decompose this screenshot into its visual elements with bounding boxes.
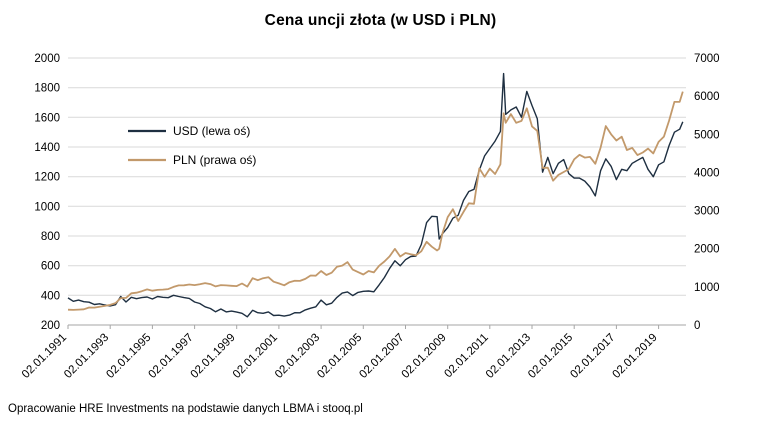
gold-price-chart: 200 400 600 800 1000 1200 1400 1600 1800 2000 0 100… — [20, 53, 720, 381]
svg-text:1600: 1600 — [34, 112, 60, 124]
svg-text:02.01.1991: 02.01.1991 — [20, 332, 69, 381]
svg-text:1800: 1800 — [34, 83, 60, 95]
svg-text:1400: 1400 — [34, 142, 60, 154]
svg-text:02.01.2017: 02.01.2017 — [568, 332, 617, 381]
x-axis-labels: 02.01.199102.01.199302.01.199502.01.1997… — [20, 325, 660, 381]
svg-text:02.01.2019: 02.01.2019 — [611, 332, 660, 381]
grid-lines — [68, 57, 686, 326]
svg-text:02.01.1999: 02.01.1999 — [189, 332, 238, 381]
svg-text:02.01.1997: 02.01.1997 — [147, 332, 196, 381]
svg-text:600: 600 — [41, 261, 60, 273]
svg-text:5000: 5000 — [694, 129, 720, 141]
svg-text:3000: 3000 — [694, 206, 720, 218]
svg-text:02.01.1995: 02.01.1995 — [104, 332, 153, 381]
svg-text:0: 0 — [694, 320, 700, 332]
svg-text:200: 200 — [41, 320, 60, 332]
svg-text:02.01.2003: 02.01.2003 — [273, 332, 322, 381]
svg-text:02.01.2001: 02.01.2001 — [231, 332, 280, 381]
svg-text:02.01.2013: 02.01.2013 — [484, 332, 533, 381]
svg-text:02.01.1993: 02.01.1993 — [62, 332, 111, 381]
svg-text:02.01.2015: 02.01.2015 — [526, 332, 575, 381]
chart-title: Cena uncji złota (w USD i PLN) — [264, 12, 497, 29]
left-axis-labels: 200 400 600 800 1000 1200 1400 1600 1800 2000 — [34, 53, 60, 332]
svg-text:2000: 2000 — [34, 53, 60, 65]
svg-text:02.01.2007: 02.01.2007 — [357, 332, 406, 381]
chart-legend: USD (lewa oś) PLN (prawa oś) — [128, 124, 256, 167]
legend-label-pln: PLN (prawa oś) — [173, 153, 256, 167]
legend-label-usd: USD (lewa oś) — [173, 124, 250, 138]
usd-line — [67, 72, 684, 318]
svg-text:6000: 6000 — [694, 91, 720, 103]
right-axis-labels: 0 1000 2000 3000 4000 5000 6000 7000 — [694, 53, 720, 332]
svg-text:800: 800 — [41, 231, 60, 243]
svg-text:400: 400 — [41, 290, 60, 302]
svg-text:7000: 7000 — [694, 53, 720, 65]
source-note: Opracowanie HRE Investments na podstawie… — [8, 403, 363, 415]
svg-text:1000: 1000 — [694, 282, 720, 294]
svg-text:1000: 1000 — [34, 201, 60, 213]
pln-line — [67, 91, 684, 311]
svg-text:1200: 1200 — [34, 172, 60, 184]
svg-text:2000: 2000 — [694, 244, 720, 256]
svg-text:4000: 4000 — [694, 167, 720, 179]
svg-text:02.01.2009: 02.01.2009 — [400, 332, 449, 381]
svg-text:02.01.2005: 02.01.2005 — [315, 332, 364, 381]
